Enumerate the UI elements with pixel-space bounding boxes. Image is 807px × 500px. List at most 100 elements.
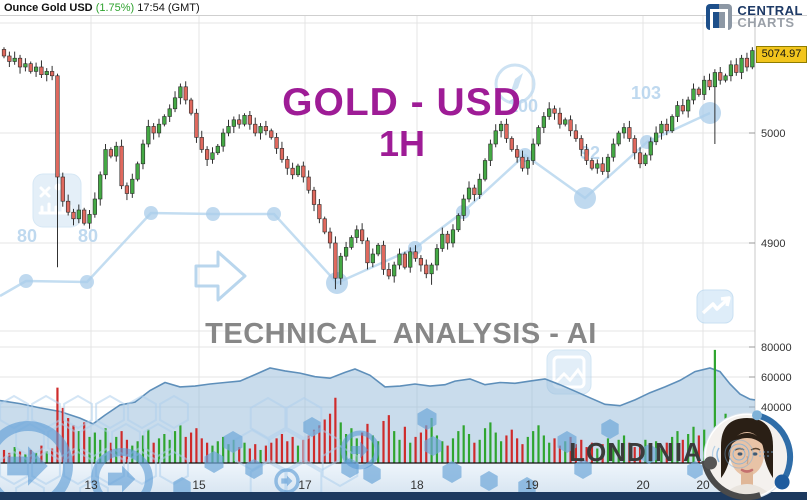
candle bbox=[354, 229, 359, 238]
candle bbox=[707, 79, 712, 88]
candle bbox=[488, 143, 493, 161]
face-avatar bbox=[706, 415, 788, 497]
candle bbox=[108, 149, 113, 157]
candle bbox=[12, 57, 17, 62]
candle bbox=[370, 253, 375, 264]
candle bbox=[734, 64, 739, 73]
hexagon-icon bbox=[417, 408, 437, 430]
hexagon-icon bbox=[111, 422, 141, 458]
candle bbox=[44, 71, 49, 76]
candle bbox=[434, 248, 440, 266]
x-axis-label: 15 bbox=[192, 478, 206, 492]
candle bbox=[237, 119, 242, 125]
x-axis-label: 17 bbox=[298, 478, 312, 492]
candle bbox=[50, 71, 55, 77]
hexagon-icon bbox=[640, 444, 658, 464]
candle bbox=[60, 176, 65, 202]
candle bbox=[98, 174, 103, 200]
candle bbox=[156, 123, 162, 134]
candle bbox=[172, 97, 178, 110]
candle bbox=[461, 198, 466, 216]
candle bbox=[263, 126, 269, 132]
circle-arrow-icon bbox=[0, 421, 73, 500]
candle bbox=[178, 86, 183, 99]
candle bbox=[627, 127, 632, 139]
candle bbox=[557, 112, 562, 125]
candle bbox=[408, 251, 413, 268]
candle bbox=[397, 253, 402, 266]
candle bbox=[386, 269, 391, 277]
candle bbox=[194, 112, 199, 138]
candle bbox=[424, 264, 429, 275]
candle bbox=[493, 130, 498, 145]
candle bbox=[124, 185, 130, 194]
candle bbox=[151, 126, 156, 134]
candle bbox=[456, 215, 461, 231]
candle bbox=[547, 108, 552, 117]
y-axis-label: 40000 bbox=[761, 402, 792, 414]
candle bbox=[648, 141, 653, 156]
londinia-avatar[interactable] bbox=[699, 406, 795, 500]
candle bbox=[611, 143, 616, 158]
candle bbox=[39, 66, 44, 75]
candle bbox=[531, 143, 536, 161]
hexagon-icon bbox=[223, 431, 243, 453]
candle bbox=[702, 79, 707, 95]
hexagon-icon bbox=[0, 450, 29, 486]
candle bbox=[226, 126, 231, 134]
y-axis-label: 4900 bbox=[761, 238, 785, 250]
candle bbox=[504, 123, 509, 139]
candle bbox=[595, 163, 600, 169]
zigzag-dot bbox=[19, 274, 33, 288]
candle bbox=[632, 138, 637, 154]
centralcharts-logo[interactable]: CENTRAL CHARTS bbox=[706, 4, 803, 30]
candle bbox=[450, 229, 456, 244]
y-axis-label: 60000 bbox=[761, 372, 792, 384]
candle bbox=[1, 49, 7, 57]
candle bbox=[600, 163, 605, 172]
candle bbox=[183, 86, 188, 101]
candle bbox=[33, 66, 39, 72]
candle bbox=[621, 127, 627, 134]
zigzag-dot bbox=[206, 207, 220, 221]
hexagon-icon bbox=[127, 394, 157, 430]
candle bbox=[584, 149, 589, 161]
candle bbox=[659, 123, 664, 134]
candle bbox=[477, 178, 482, 195]
x-axis-label: 18 bbox=[410, 478, 424, 492]
hexagon-icon bbox=[601, 419, 619, 439]
watermark-icons bbox=[32, 63, 734, 395]
candle bbox=[509, 138, 514, 150]
candle bbox=[338, 255, 343, 279]
candle bbox=[376, 244, 381, 255]
arrow-right-icon bbox=[194, 250, 247, 302]
line-chart-icon bbox=[696, 289, 734, 324]
hexagon-icon bbox=[159, 450, 189, 486]
candle bbox=[739, 57, 744, 73]
hexagon-icon bbox=[442, 461, 462, 483]
candle bbox=[135, 163, 140, 180]
hexagon-icon bbox=[95, 394, 125, 430]
candle bbox=[392, 264, 397, 277]
candle bbox=[322, 218, 327, 233]
hexagon-icon bbox=[557, 431, 577, 453]
hexagon-icon bbox=[303, 428, 341, 472]
zigzag-dot bbox=[699, 102, 721, 124]
hexagon-icon bbox=[285, 396, 323, 440]
candle bbox=[589, 160, 595, 169]
candle bbox=[349, 237, 354, 248]
candle bbox=[402, 253, 407, 268]
face-recognition-overlay bbox=[711, 439, 773, 469]
candle bbox=[413, 251, 418, 259]
candle bbox=[205, 149, 210, 160]
candle bbox=[242, 115, 247, 125]
logo-line2: CHARTS bbox=[737, 15, 795, 30]
hexagon-icon bbox=[574, 459, 592, 479]
candle bbox=[119, 145, 124, 187]
candle bbox=[429, 264, 434, 275]
zigzag-label: 80 bbox=[78, 226, 98, 246]
candle bbox=[311, 189, 317, 205]
candle bbox=[295, 165, 301, 176]
